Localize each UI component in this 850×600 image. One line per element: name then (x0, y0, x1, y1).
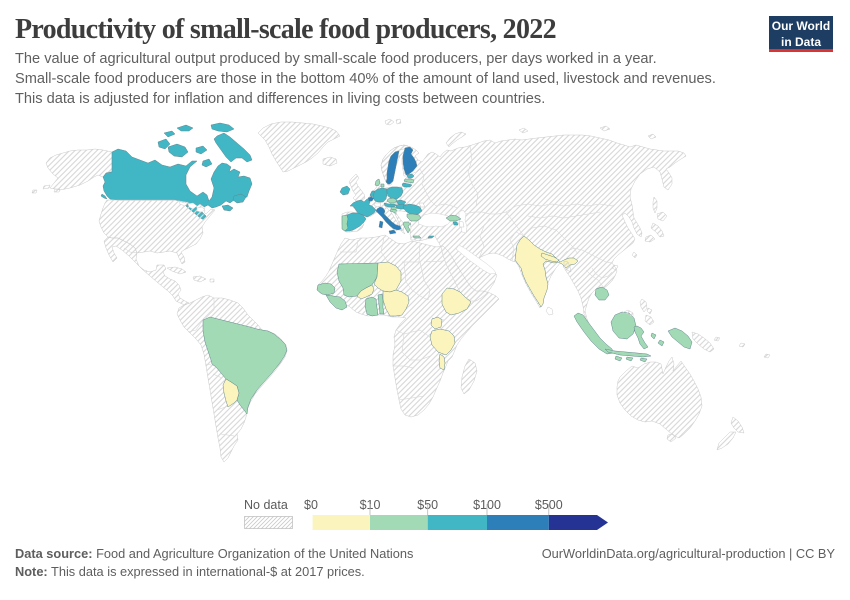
svg-text:$0: $0 (304, 498, 318, 512)
svg-text:No data: No data (244, 498, 288, 512)
